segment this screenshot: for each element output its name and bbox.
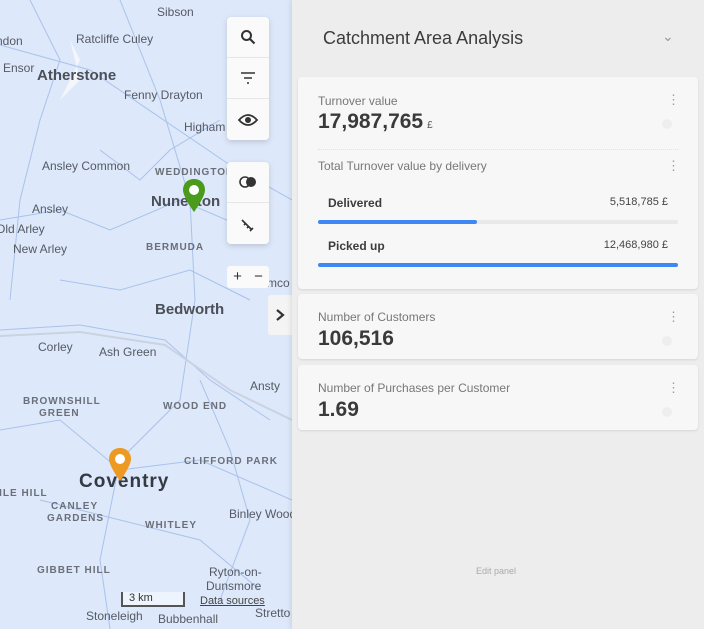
map-label: Stoneleigh bbox=[86, 609, 143, 623]
edit-panel-link[interactable]: Edit panel bbox=[476, 566, 517, 576]
map-label: Ansley bbox=[32, 202, 69, 216]
widget-icon bbox=[662, 407, 672, 417]
map-label: Ansty bbox=[250, 379, 281, 393]
filter-button[interactable] bbox=[227, 58, 269, 99]
map-label: Sibson bbox=[157, 5, 194, 19]
eye-icon bbox=[238, 113, 258, 126]
map-label: TILE HILL bbox=[0, 488, 48, 499]
row-value: 5,518,785 £ bbox=[609, 196, 668, 208]
chevron-right-icon bbox=[276, 309, 285, 321]
search-button[interactable] bbox=[227, 17, 269, 58]
map-label: Ryton-on- bbox=[209, 565, 262, 579]
more-options-icon[interactable]: ⋮ bbox=[667, 380, 680, 395]
filter-icon bbox=[241, 72, 255, 84]
map-label: Ratcliffe Culey bbox=[76, 32, 154, 46]
map-label: GARDENS bbox=[47, 513, 105, 524]
progress-bar bbox=[318, 263, 678, 267]
turnover-value: 17,987,765 £ bbox=[318, 110, 433, 133]
row-name: Delivered bbox=[328, 196, 383, 210]
more-options-icon[interactable]: ⋮ bbox=[667, 309, 680, 324]
map-label: GIBBET HILL bbox=[37, 565, 111, 576]
widget-icon bbox=[662, 336, 672, 346]
progress-fill bbox=[318, 220, 478, 224]
location-pin-green-icon[interactable] bbox=[182, 178, 206, 214]
map-label: BERMUDA bbox=[146, 242, 205, 253]
map-label: mco bbox=[267, 276, 290, 290]
divider bbox=[318, 149, 678, 150]
zoom-out-button[interactable]: − bbox=[254, 268, 263, 285]
widget-icon bbox=[662, 119, 672, 129]
map-label: New Arley bbox=[13, 242, 68, 256]
more-options-icon[interactable]: ⋮ bbox=[667, 158, 680, 173]
map-label: WEDDINGTON bbox=[155, 167, 235, 178]
toggle-icon bbox=[239, 176, 256, 188]
turnover-label: Turnover value bbox=[318, 94, 398, 108]
map-label: Binley Woods bbox=[229, 507, 292, 521]
map-label: Stretto bbox=[255, 606, 291, 620]
progress-bar bbox=[318, 220, 678, 224]
map-label: Ash Green bbox=[99, 345, 157, 359]
map-label: Ansley Common bbox=[42, 159, 131, 173]
measure-button[interactable] bbox=[227, 203, 269, 244]
more-options-icon[interactable]: ⋮ bbox=[667, 92, 680, 107]
customers-value: 106,516 bbox=[318, 327, 394, 350]
delivery-label: Total Turnover value by delivery bbox=[318, 159, 487, 173]
row-name: Picked up bbox=[328, 239, 385, 253]
map-label: CANLEY bbox=[51, 501, 99, 512]
map-label: Bubbenhall bbox=[158, 612, 219, 626]
map-toolbar-secondary bbox=[227, 162, 269, 244]
ruler-icon bbox=[241, 218, 254, 232]
purchases-card: Number of Purchases per Customer ⋮ 1.69 bbox=[298, 365, 698, 430]
map-label: Atherstone bbox=[37, 67, 117, 84]
map-label: Ensor bbox=[3, 61, 35, 75]
map-label: CLIFFORD PARK bbox=[184, 456, 278, 467]
map-toolbar bbox=[227, 17, 269, 140]
visibility-button[interactable] bbox=[227, 99, 269, 140]
toggle-layer-button[interactable] bbox=[227, 162, 269, 203]
currency-unit: £ bbox=[427, 120, 433, 131]
map-label: Higham bbox=[184, 120, 226, 134]
map-label: Bedworth bbox=[155, 301, 225, 318]
purchases-label: Number of Purchases per Customer bbox=[318, 381, 511, 395]
data-sources-link[interactable]: Data sources bbox=[200, 595, 265, 607]
map-roads bbox=[0, 0, 292, 629]
map-label: WOOD END bbox=[163, 401, 228, 412]
map-scale: 3 km bbox=[121, 592, 185, 607]
search-icon bbox=[241, 30, 256, 45]
chevron-down-icon[interactable]: ⌄ bbox=[662, 28, 674, 44]
map-label: Dunsmore bbox=[206, 579, 262, 593]
map-label: Fenny Drayton bbox=[124, 88, 203, 102]
row-value: 12,468,980 £ bbox=[603, 239, 668, 251]
location-pin-orange-icon[interactable] bbox=[108, 447, 132, 483]
map-label: Old Arley bbox=[0, 222, 45, 236]
panel-title: Catchment Area Analysis bbox=[323, 28, 524, 48]
map-label: BROWNSHILL bbox=[23, 396, 101, 407]
purchases-value: 1.69 bbox=[318, 398, 359, 421]
map-label: Corley bbox=[38, 340, 73, 354]
turnover-card: Turnover value ⋮ 17,987,765 £ Total Turno… bbox=[298, 77, 698, 289]
progress-fill bbox=[318, 263, 678, 267]
map-label: Coventry bbox=[79, 471, 170, 492]
map-label: WHITLEY bbox=[145, 520, 197, 531]
expand-panel-button[interactable] bbox=[268, 295, 292, 335]
customers-card: Number of Customers ⋮ 106,516 bbox=[298, 294, 698, 359]
zoom-in-button[interactable]: + bbox=[233, 268, 242, 285]
customers-label: Number of Customers bbox=[318, 310, 436, 324]
analysis-panel: Catchment Area Analysis ⌄ Turnover value… bbox=[292, 0, 704, 629]
zoom-controls: + − bbox=[227, 266, 269, 288]
map-label: GREEN bbox=[39, 408, 80, 419]
